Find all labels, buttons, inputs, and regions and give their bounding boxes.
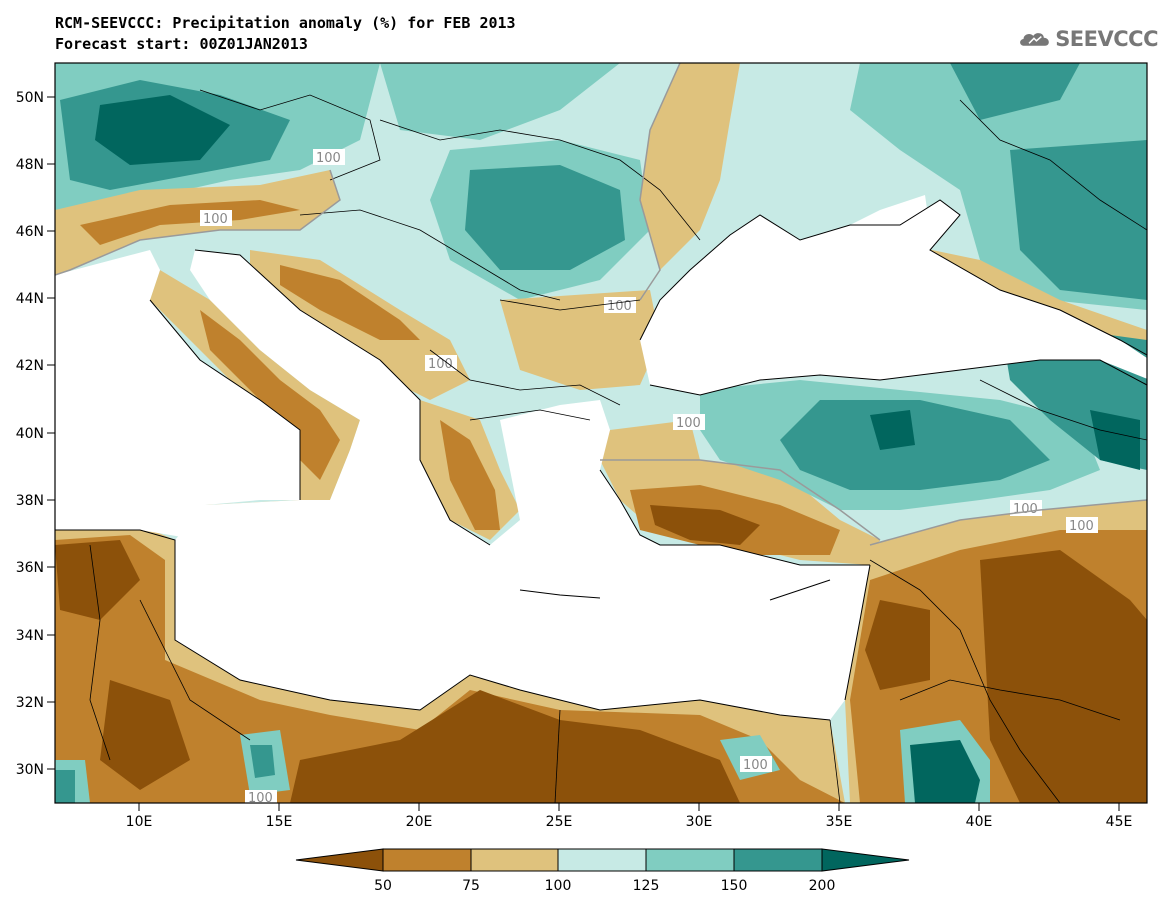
logo-text: SEEVCCC	[1055, 27, 1158, 51]
svg-text:100: 100	[607, 299, 632, 314]
country-borders	[89, 89, 1147, 803]
contour-label: 100	[200, 210, 232, 227]
lat-label: 30N	[16, 762, 44, 778]
field-darkbrown-turkey	[650, 505, 760, 545]
colorbar-segment-lt50	[295, 848, 384, 872]
field-dark-hu	[465, 165, 625, 270]
lon-label: 30E	[686, 814, 713, 830]
field-darkest-anatolia	[870, 410, 915, 450]
field-dark-n	[950, 63, 1080, 120]
svg-text:100: 100	[743, 758, 768, 773]
lon-label: 25E	[546, 814, 573, 830]
field-darkbrown-libya	[290, 690, 740, 803]
colorbar-segment-75-100	[470, 848, 559, 872]
contour-label: 100	[245, 790, 277, 806]
lat-label: 44N	[16, 291, 44, 307]
field-darkbrown-jordan	[865, 600, 930, 690]
colorbar-label: 125	[633, 878, 660, 894]
colorbar-label: 50	[374, 878, 392, 894]
lon-label: 20E	[406, 814, 433, 830]
title-line-1: RCM-SEEVCCC: Precipitation anomaly (%) f…	[55, 14, 516, 32]
svg-text:100: 100	[1013, 502, 1038, 517]
title-line-2: Forecast start: 00Z01JAN2013	[55, 35, 308, 53]
field-brown-alps	[80, 200, 300, 245]
svg-text:100: 100	[676, 416, 701, 431]
lon-label: 40E	[966, 814, 993, 830]
contour-label: 100	[604, 297, 636, 314]
svg-text:100: 100	[316, 151, 341, 166]
colorbar-label: 150	[721, 878, 748, 894]
lon-label: 10E	[126, 814, 153, 830]
lat-label: 34N	[16, 628, 44, 644]
field-brown-balkan	[440, 420, 500, 530]
lon-label: 45E	[1106, 814, 1133, 830]
coastlines	[55, 199, 1147, 721]
sea-tyrrhenian-ionian-aegean	[175, 250, 870, 720]
lat-label: 36N	[16, 560, 44, 576]
contour-label: 100	[1010, 500, 1042, 517]
contour-100	[55, 63, 1147, 546]
colorbar-segment-150-200	[733, 848, 823, 872]
colorbar-segment-125-150	[645, 848, 735, 872]
lat-label: 32N	[16, 695, 44, 711]
field-darkbrown-me	[980, 550, 1147, 803]
field-darkest-saudi	[910, 740, 980, 803]
field-dark-libya	[250, 745, 275, 778]
lat-label: 50N	[16, 90, 44, 106]
colorbar-label: 100	[545, 878, 572, 894]
colorbar-segment-50-75	[382, 848, 472, 872]
contour-label: 100	[425, 355, 457, 372]
lat-label: 48N	[16, 157, 44, 173]
lon-label: 15E	[266, 814, 293, 830]
lat-axis	[47, 96, 55, 770]
svg-text:100: 100	[428, 357, 453, 372]
colorbar-segment-gt200	[821, 848, 910, 872]
colorbar-label: 200	[809, 878, 836, 894]
svg-text:100: 100	[203, 212, 228, 227]
colorbar	[295, 848, 910, 872]
lon-labels: 10E 15E 20E 25E 30E 35E 40E 45E	[126, 814, 1133, 830]
contour-label: 100	[673, 414, 705, 431]
anomaly-field: 100 100 100 100 100 100 100 100 100	[55, 63, 1147, 806]
field-darkest-caucasus	[1090, 410, 1140, 470]
lat-label: 42N	[16, 358, 44, 374]
lon-label: 35E	[826, 814, 853, 830]
colorbar-label: 75	[462, 878, 480, 894]
field-brown-dinaric	[280, 265, 420, 340]
field-brown-italy	[200, 310, 340, 480]
colorbar-segment-100-125	[557, 848, 647, 872]
seevccc-logo: SEEVCCC	[1018, 22, 1158, 56]
field-tan-bg	[500, 290, 660, 390]
lat-label: 38N	[16, 493, 44, 509]
field-dark-ne	[1010, 140, 1147, 300]
contour-label: 100	[740, 756, 772, 773]
cloud-icon	[1020, 33, 1049, 46]
svg-text:100: 100	[1069, 519, 1094, 534]
lon-axis	[138, 803, 1120, 811]
field-darkest-nw	[95, 95, 230, 165]
field-darkbrown-algeria	[100, 680, 190, 790]
svg-text:100: 100	[248, 791, 273, 806]
lat-label: 46N	[16, 224, 44, 240]
contour-label: 100	[1066, 517, 1098, 534]
lat-label: 40N	[16, 426, 44, 442]
sea-black	[640, 200, 1147, 395]
field-dark-sw	[55, 770, 75, 803]
contour-label: 100	[313, 149, 345, 166]
field-tan-ua	[640, 63, 740, 270]
field-teal-pl	[380, 63, 620, 140]
lat-labels: 50N 48N 46N 44N 42N 40N 38N 36N 34N 32N …	[16, 90, 44, 778]
field-darkbrown-tunisia	[55, 540, 140, 620]
colorbar-labels: 50 75 100 125 150 200	[374, 878, 835, 894]
sea-mediterranean	[55, 63, 300, 540]
